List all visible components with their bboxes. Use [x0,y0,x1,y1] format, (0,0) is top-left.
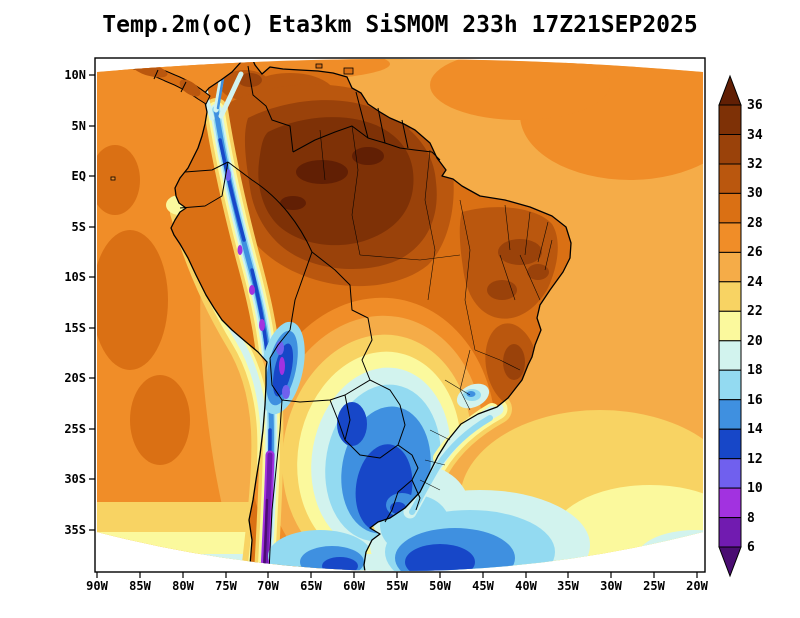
colorbar-band [718,487,742,519]
x-tick-label: 50W [429,579,451,593]
chart-title: Temp.2m(oC) Eta3km SiSMOM 233h 17Z21SEP2… [102,12,698,38]
colorbar-band [718,340,742,371]
colorbar-level-label: 6 [747,540,755,555]
colorbar-band [718,163,742,194]
colorbar: 36 34 32 30 28 26 24 22 20 18 16 14 12 1… [718,74,763,578]
colorbar-level-label: 26 [747,245,763,260]
y-tick-label: 35S [64,523,86,537]
colorbar-level-label: 24 [747,275,763,290]
colorbar-level-label: 14 [747,422,763,437]
colorbar-arrow-top [718,74,742,106]
x-tick-label: 85W [129,579,151,593]
colorbar-band [718,222,742,253]
y-tick-label: 5S [72,220,86,234]
x-tick-label: 20W [686,579,708,593]
colorbar-band [718,134,742,165]
colorbar-level-label: 16 [747,393,763,408]
x-tick-label: 35W [557,579,579,593]
colorbar-level-label: 22 [747,304,763,319]
x-tick-label: 65W [300,579,322,593]
colorbar-level-label: 28 [747,216,763,231]
x-tick-label: 55W [386,579,408,593]
axis-ticks [89,74,698,578]
colorbar-level-label: 8 [747,511,755,526]
colorbar-level-label: 18 [747,363,763,378]
model-domain [97,59,703,571]
colorbar-level-label: 10 [747,481,763,496]
colorbar-level-label: 34 [747,128,763,143]
y-tick-label: EQ [72,169,86,183]
state-borders [319,125,553,491]
colorbar-arrow-bottom [718,546,742,578]
x-tick-label: 30W [600,579,622,593]
colorbar-band [718,369,742,401]
country-borders [179,65,441,571]
x-tick-label: 45W [472,579,494,593]
colorbar-band [718,428,742,460]
colorbar-level-label: 12 [747,452,763,467]
colorbar-band [718,310,742,342]
x-tick-label: 70W [257,579,279,593]
y-axis: 10N 5N EQ 5S 10S 15S 20S 25S 30S 35S [64,68,86,537]
x-tick-label: 60W [343,579,365,593]
colorbar-band [718,399,742,430]
colorbar-band [718,458,742,489]
y-tick-label: 10N [64,68,86,82]
y-tick-label: 5N [72,119,86,133]
colorbar-level-label: 20 [747,334,763,349]
x-axis: 90W 85W 80W 75W 70W 65W 60W 55W 50W 45W … [86,579,708,593]
colorbar-band [718,281,742,312]
y-tick-label: 15S [64,321,86,335]
x-tick-label: 90W [86,579,108,593]
colorbar-level-label: 36 [747,98,763,113]
x-tick-label: 80W [172,579,194,593]
colorbar-level-label: 30 [747,186,763,201]
y-tick-label: 25S [64,422,86,436]
y-tick-label: 10S [64,270,86,284]
colorbar-band [718,104,742,135]
colorbar-level-label: 32 [747,157,763,172]
x-tick-label: 25W [643,579,665,593]
coastline [170,59,572,571]
colorbar-band [718,192,742,224]
colorbar-band [718,517,742,548]
x-tick-label: 40W [515,579,537,593]
map-frame [94,57,706,573]
colorbar-band [718,251,742,283]
x-tick-label: 75W [215,579,237,593]
y-tick-label: 30S [64,472,86,486]
y-tick-label: 20S [64,371,86,385]
